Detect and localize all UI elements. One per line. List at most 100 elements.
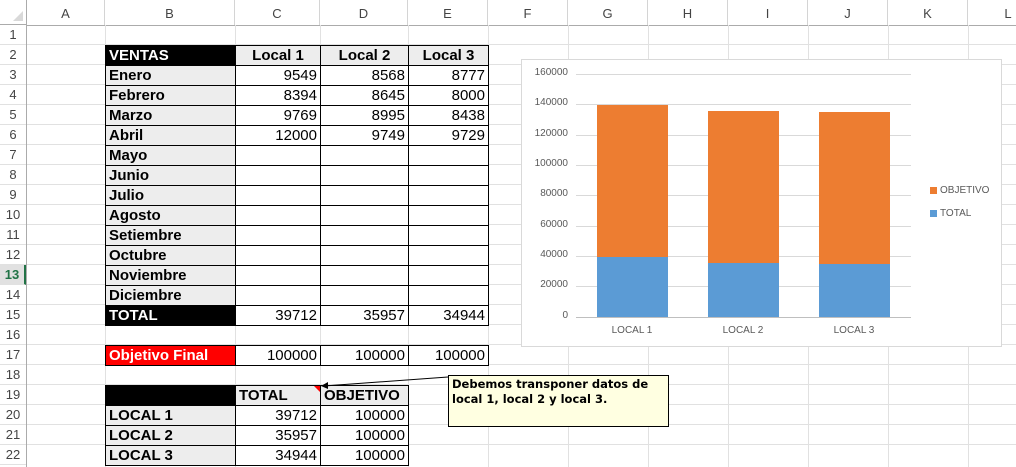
row-header-8[interactable]: 8 bbox=[0, 165, 26, 185]
cell-octubre-local2[interactable] bbox=[320, 245, 409, 266]
bar-local2-objetivo[interactable] bbox=[708, 111, 779, 263]
bar-local3-total[interactable] bbox=[819, 264, 890, 317]
total-local2[interactable]: 35957 bbox=[320, 305, 409, 326]
row-header-19[interactable]: 19 bbox=[0, 385, 26, 405]
row-header-12[interactable]: 12 bbox=[0, 245, 26, 265]
legend-item-total[interactable]: TOTAL bbox=[930, 208, 971, 219]
month-label-setiembre[interactable]: Setiembre bbox=[105, 225, 236, 246]
summary-header-objetivo[interactable]: OBJETIVO bbox=[320, 385, 409, 406]
cell-junio-local3[interactable] bbox=[408, 165, 489, 186]
cell-febrero-local3[interactable]: 8000 bbox=[408, 85, 489, 106]
cell-marzo-local1[interactable]: 9769 bbox=[235, 105, 321, 126]
summary-label-local3[interactable]: LOCAL 3 bbox=[105, 445, 236, 466]
row-header-11[interactable]: 11 bbox=[0, 225, 26, 245]
cell-junio-local2[interactable] bbox=[320, 165, 409, 186]
column-header-f[interactable]: F bbox=[488, 0, 568, 25]
row-header-5[interactable]: 5 bbox=[0, 105, 26, 125]
column-header-l[interactable]: L bbox=[1004, 6, 1012, 21]
cell-octubre-local3[interactable] bbox=[408, 245, 489, 266]
cell-abril-local3[interactable]: 9729 bbox=[408, 125, 489, 146]
cell-febrero-local2[interactable]: 8645 bbox=[320, 85, 409, 106]
summary-label-local1[interactable]: LOCAL 1 bbox=[105, 405, 236, 426]
row-header-16[interactable]: 16 bbox=[0, 325, 26, 345]
column-header-j[interactable]: J bbox=[808, 0, 888, 25]
objetivo-final-label[interactable]: Objetivo Final bbox=[105, 345, 236, 366]
cell-mayo-local2[interactable] bbox=[320, 145, 409, 166]
summary-total-local2[interactable]: 35957 bbox=[235, 425, 321, 446]
column-header-g[interactable]: G bbox=[568, 0, 648, 25]
cell-diciembre-local3[interactable] bbox=[408, 285, 489, 306]
bar-local1-objetivo[interactable] bbox=[597, 105, 668, 257]
cell-marzo-local3[interactable]: 8438 bbox=[408, 105, 489, 126]
legend-item-objetivo[interactable]: OBJETIVO bbox=[930, 185, 989, 196]
month-label-febrero[interactable]: Febrero bbox=[105, 85, 236, 106]
comment-indicator-icon[interactable] bbox=[314, 386, 320, 392]
row-header-18[interactable]: 18 bbox=[0, 365, 26, 385]
ventas-title-cell[interactable]: VENTAS bbox=[105, 45, 236, 66]
row-header-9[interactable]: 9 bbox=[0, 185, 26, 205]
column-header-d[interactable]: D bbox=[320, 0, 408, 25]
cell-agosto-local3[interactable] bbox=[408, 205, 489, 226]
cell-setiembre-local3[interactable] bbox=[408, 225, 489, 246]
cell-diciembre-local2[interactable] bbox=[320, 285, 409, 306]
comment-note[interactable]: Debemos transponer datos de local 1, loc… bbox=[448, 375, 669, 427]
summary-total-local1[interactable]: 39712 bbox=[235, 405, 321, 426]
column-header-a[interactable]: A bbox=[27, 0, 105, 25]
header-local-2[interactable]: Local 2 bbox=[320, 45, 409, 66]
month-label-agosto[interactable]: Agosto bbox=[105, 205, 236, 226]
month-label-julio[interactable]: Julio bbox=[105, 185, 236, 206]
cell-diciembre-local1[interactable] bbox=[235, 285, 321, 306]
bar-local2-total[interactable] bbox=[708, 263, 779, 317]
row-header-17[interactable]: 17 bbox=[0, 345, 26, 365]
cell-mayo-local1[interactable] bbox=[235, 145, 321, 166]
cell-noviembre-local3[interactable] bbox=[408, 265, 489, 286]
cell-abril-local1[interactable]: 12000 bbox=[235, 125, 321, 146]
cell-febrero-local1[interactable]: 8394 bbox=[235, 85, 321, 106]
cell-enero-local3[interactable]: 8777 bbox=[408, 65, 489, 86]
header-local-3[interactable]: Local 3 bbox=[408, 45, 489, 66]
cell-setiembre-local1[interactable] bbox=[235, 225, 321, 246]
month-label-noviembre[interactable]: Noviembre bbox=[105, 265, 236, 286]
column-header-h[interactable]: H bbox=[648, 0, 728, 25]
objetivo-local3[interactable]: 100000 bbox=[408, 345, 489, 366]
summary-label-local2[interactable]: LOCAL 2 bbox=[105, 425, 236, 446]
cell-setiembre-local2[interactable] bbox=[320, 225, 409, 246]
month-label-marzo[interactable]: Marzo bbox=[105, 105, 236, 126]
month-label-octubre[interactable]: Octubre bbox=[105, 245, 236, 266]
cell-marzo-local2[interactable]: 8995 bbox=[320, 105, 409, 126]
row-header-14[interactable]: 14 bbox=[0, 285, 26, 305]
row-header-13-selected[interactable]: 13 bbox=[0, 265, 26, 285]
row-header-1[interactable]: 1 bbox=[0, 25, 26, 45]
row-header-3[interactable]: 3 bbox=[0, 65, 26, 85]
cell-octubre-local1[interactable] bbox=[235, 245, 321, 266]
cell-julio-local2[interactable] bbox=[320, 185, 409, 206]
objetivo-local1[interactable]: 100000 bbox=[235, 345, 321, 366]
month-label-diciembre[interactable]: Diciembre bbox=[105, 285, 236, 306]
month-label-mayo[interactable]: Mayo bbox=[105, 145, 236, 166]
row-header-4[interactable]: 4 bbox=[0, 85, 26, 105]
cell-noviembre-local1[interactable] bbox=[235, 265, 321, 286]
cell-enero-local1[interactable]: 9549 bbox=[235, 65, 321, 86]
column-header-i[interactable]: I bbox=[728, 0, 808, 25]
summary-corner-cell[interactable] bbox=[105, 385, 236, 406]
row-header-2[interactable]: 2 bbox=[0, 45, 26, 65]
summary-objetivo-local1[interactable]: 100000 bbox=[320, 405, 409, 426]
total-label-cell[interactable]: TOTAL bbox=[105, 305, 236, 326]
bar-local1-total[interactable] bbox=[597, 257, 668, 317]
row-header-21[interactable]: 21 bbox=[0, 425, 26, 445]
row-header-15[interactable]: 15 bbox=[0, 305, 26, 325]
cell-agosto-local2[interactable] bbox=[320, 205, 409, 226]
summary-header-total[interactable]: TOTAL bbox=[235, 385, 321, 406]
summary-total-local3[interactable]: 34944 bbox=[235, 445, 321, 466]
row-header-7[interactable]: 7 bbox=[0, 145, 26, 165]
cell-mayo-local3[interactable] bbox=[408, 145, 489, 166]
total-local3[interactable]: 34944 bbox=[408, 305, 489, 326]
summary-objetivo-local3[interactable]: 100000 bbox=[320, 445, 409, 466]
column-header-b[interactable]: B bbox=[105, 0, 235, 25]
row-header-20[interactable]: 20 bbox=[0, 405, 26, 425]
cell-junio-local1[interactable] bbox=[235, 165, 321, 186]
month-label-abril[interactable]: Abril bbox=[105, 125, 236, 146]
row-header-22[interactable]: 22 bbox=[0, 445, 26, 465]
cell-agosto-local1[interactable] bbox=[235, 205, 321, 226]
cell-enero-local2[interactable]: 8568 bbox=[320, 65, 409, 86]
